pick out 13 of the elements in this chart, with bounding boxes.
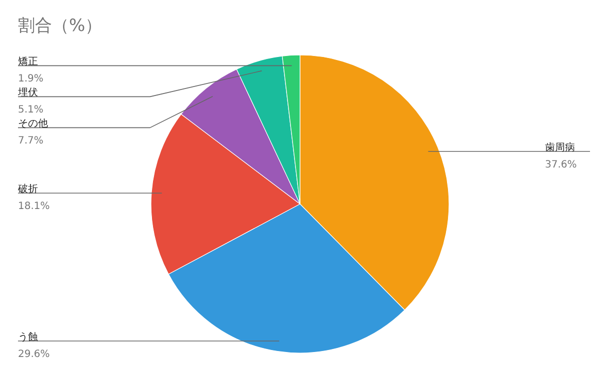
data-label: 1.9% (18, 74, 44, 85)
slice-label: その他 (18, 118, 48, 130)
slice-label: 破折 (17, 183, 38, 196)
chart-title: 割合（%） (18, 16, 102, 36)
data-label: 29.6% (18, 348, 50, 360)
data-label: 18.1% (18, 201, 50, 212)
slice-label: 埋伏 (17, 86, 38, 99)
slice-label: 矯正 (18, 56, 38, 68)
data-label: 7.7% (18, 136, 44, 147)
slice-label: 歯周病 (545, 141, 575, 154)
data-label: 37.6% (545, 159, 577, 170)
slice-label: う蝕 (18, 330, 38, 343)
data-label: 5.1% (18, 104, 44, 116)
